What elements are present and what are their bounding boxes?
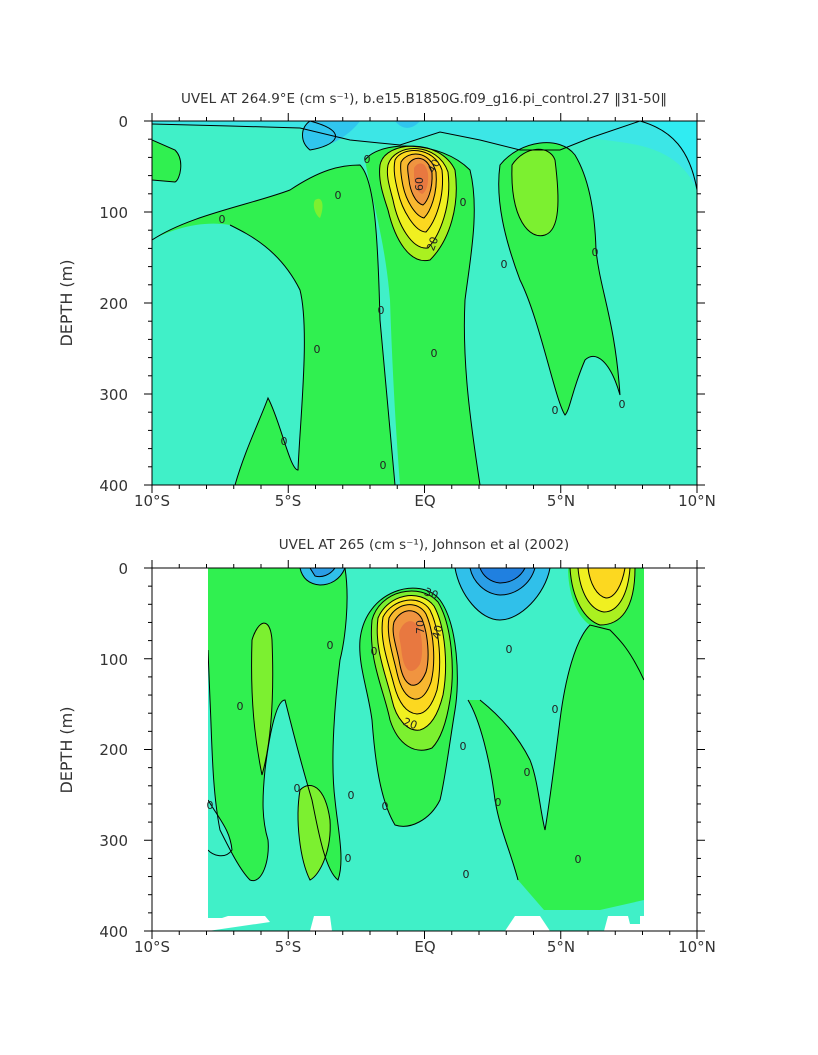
- top-contour-label: 40: [425, 157, 443, 176]
- bottom-contour-label: 0: [237, 700, 244, 713]
- top-x-tick-label: 10°N: [678, 492, 716, 510]
- top-contour-label: 0: [460, 196, 467, 209]
- top-contour-label: 0: [619, 398, 626, 411]
- bottom-east-green: [468, 625, 644, 910]
- bottom-contour-label: 0: [327, 639, 334, 652]
- bottom-contour-label: 0: [382, 800, 389, 813]
- bottom-contour-label: 0: [348, 789, 355, 802]
- top-west-green-patch: [152, 140, 181, 182]
- top-axis-ticks: [144, 113, 705, 493]
- bottom-contour-label: 0: [506, 643, 513, 656]
- bottom-contour-label: 0: [371, 645, 378, 658]
- bottom-contour-label: 0: [552, 703, 559, 716]
- top-euc-60: [414, 163, 429, 194]
- bottom-contour-label: 30: [422, 585, 440, 602]
- bottom-y-tick-labels: 0 100 200 300 400: [99, 560, 128, 941]
- bottom-contour-label: 40: [430, 624, 446, 641]
- bottom-contour-label: 0: [460, 740, 467, 753]
- top-x-tick-label: 5°N: [547, 492, 575, 510]
- top-contour-label: 20: [424, 235, 441, 253]
- top-contour-fill: [152, 121, 697, 485]
- top-contour-label: 0: [552, 404, 559, 417]
- top-x-tick-label: EQ: [414, 492, 435, 510]
- bottom-contour-lines: [208, 568, 644, 882]
- bottom-x-tick-label: EQ: [414, 938, 435, 956]
- bottom-y-axis-title: DEPTH (m): [57, 706, 76, 793]
- bottom-x-tick-label: 10°S: [134, 938, 170, 956]
- bottom-x-tick-label: 5°N: [547, 938, 575, 956]
- top-contour-labels: 0 0 0 0 0 0 0 0 0 0 0 0 0 20 40 60: [219, 153, 626, 472]
- top-contour-label: 0: [314, 343, 321, 356]
- top-x-tick-labels: 10°S 5°S EQ 5°N 10°N: [134, 492, 716, 510]
- bottom-contour-label: 0: [463, 868, 470, 881]
- bottom-contour-label: 70: [414, 620, 427, 634]
- bottom-contour-label: 0: [524, 766, 531, 779]
- top-y-tick-labels: 0 100 200 300 400: [99, 113, 128, 495]
- top-x-tick-label: 10°S: [134, 492, 170, 510]
- top-contour-label: 0: [364, 153, 371, 166]
- top-westward-core-mid: [395, 121, 420, 128]
- bottom-contour-label: 0: [294, 782, 301, 795]
- bottom-axis-ticks: [144, 560, 705, 939]
- bottom-contour-labels: 0 0 0 0 0 0 0 0 0 0 0 0 0 0 0 20 30 40 7…: [207, 585, 582, 881]
- bottom-y-tick-label: 200: [99, 741, 128, 759]
- top-panel-title: UVEL AT 264.9°E (cm s⁻¹), b.e15.B1850G.f…: [181, 91, 667, 107]
- top-y-tick-label: 300: [99, 386, 128, 404]
- bottom-panel: UVEL AT 265 (cm s⁻¹), Johnson et al (200…: [57, 537, 716, 956]
- bottom-west-green: [208, 568, 348, 881]
- top-contour-label: 0: [378, 304, 385, 317]
- bottom-missing-data: [310, 916, 332, 931]
- bottom-missing-data: [604, 916, 644, 931]
- top-small-10-patch: [313, 198, 323, 218]
- bottom-contour-label: 0: [345, 852, 352, 865]
- top-southern-green: [152, 165, 395, 485]
- bottom-contour-label: 20: [401, 715, 419, 732]
- top-y-tick-label: 0: [118, 113, 128, 131]
- top-panel: UVEL AT 264.9°E (cm s⁻¹), b.e15.B1850G.f…: [57, 91, 716, 510]
- bottom-y-tick-label: 400: [99, 923, 128, 941]
- bottom-missing-data: [208, 916, 270, 931]
- top-contour-label: 60: [413, 177, 426, 191]
- top-contour-label: 0: [380, 459, 387, 472]
- top-contour-label: 0: [219, 213, 226, 226]
- top-contour-label: 0: [501, 258, 508, 271]
- bottom-contour-label: 0: [207, 799, 214, 812]
- bottom-contour-label: 0: [495, 796, 502, 809]
- bottom-y-tick-label: 100: [99, 651, 128, 669]
- bottom-necc-30: [588, 568, 625, 598]
- top-equatorial-green: [365, 146, 480, 485]
- top-contour-label: 0: [592, 246, 599, 259]
- bottom-west-neg-20: [310, 568, 335, 577]
- top-y-tick-label: 200: [99, 295, 128, 313]
- top-contour-label: 0: [431, 347, 438, 360]
- bottom-x-tick-label: 5°S: [275, 938, 302, 956]
- top-contour-label: 0: [281, 435, 288, 448]
- bottom-x-tick-label: 10°N: [678, 938, 716, 956]
- bottom-y-tick-label: 300: [99, 832, 128, 850]
- bottom-south-deep-10: [298, 785, 331, 880]
- top-y-tick-label: 400: [99, 477, 128, 495]
- bottom-contour-label: 0: [575, 853, 582, 866]
- bottom-west-10: [251, 623, 273, 775]
- bottom-euc-60: [399, 621, 423, 671]
- bottom-y-tick-label: 0: [118, 560, 128, 578]
- top-y-tick-label: 100: [99, 204, 128, 222]
- top-contour-label: 0: [335, 189, 342, 202]
- bottom-missing-data: [505, 916, 550, 931]
- top-westward-surface: [152, 121, 697, 190]
- bottom-panel-title: UVEL AT 265 (cm s⁻¹), Johnson et al (200…: [279, 537, 569, 553]
- top-west-surface-edge: [640, 121, 697, 190]
- top-north-10-region: [511, 149, 558, 236]
- top-y-axis-title: DEPTH (m): [57, 259, 76, 346]
- bottom-x-tick-labels: 10°S 5°S EQ 5°N 10°N: [134, 938, 716, 956]
- top-contour-lines: [152, 121, 697, 485]
- top-x-tick-label: 5°S: [275, 492, 302, 510]
